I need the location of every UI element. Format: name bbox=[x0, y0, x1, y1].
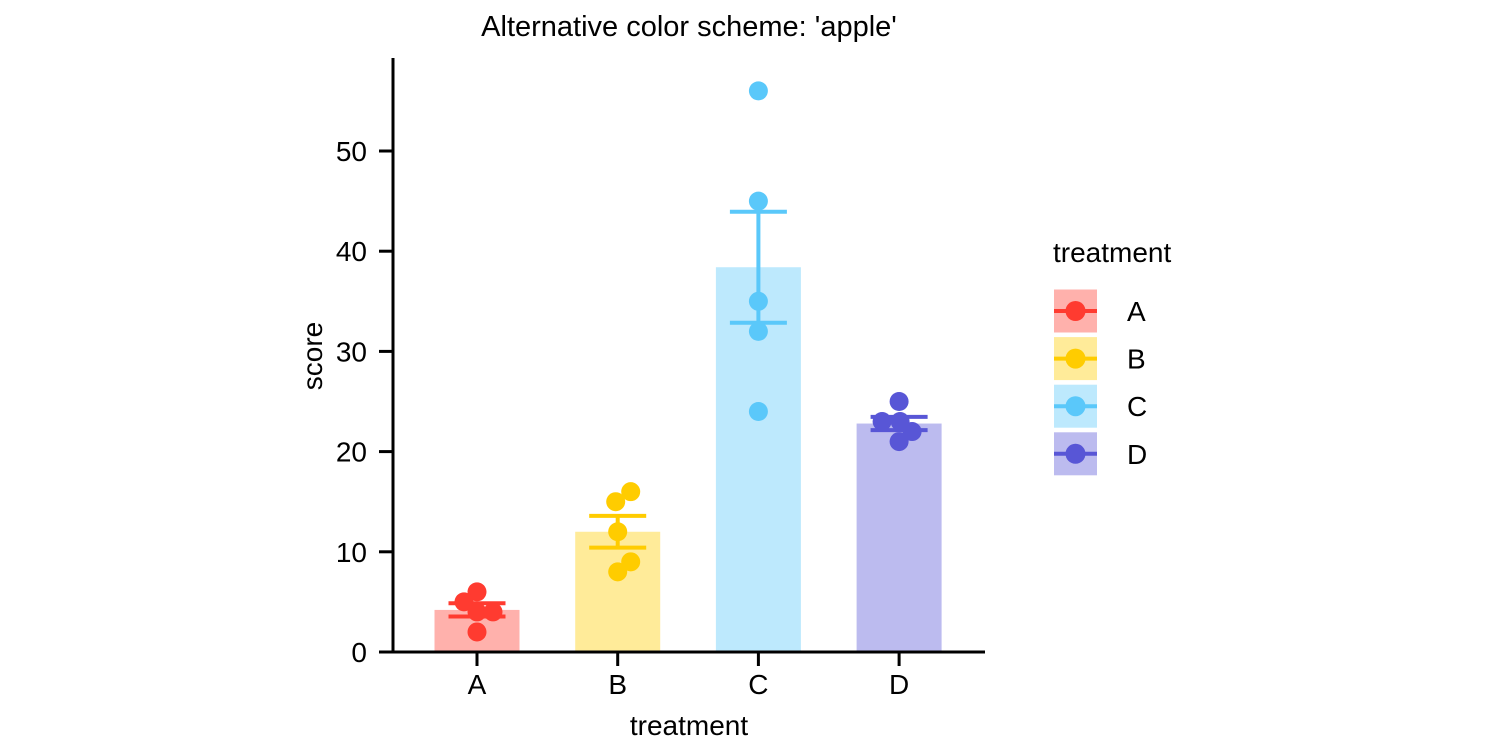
data-point-D bbox=[902, 422, 922, 442]
x-tick-label: A bbox=[468, 669, 487, 700]
legend-key-dot bbox=[1065, 396, 1086, 417]
x-tick-label: C bbox=[748, 669, 768, 700]
data-point-B bbox=[606, 492, 626, 512]
axes-layer: 0 10 20 30 40 50 A B C D bbox=[336, 58, 985, 700]
y-tick-label: 20 bbox=[336, 437, 367, 468]
data-point-D bbox=[889, 392, 909, 411]
legend-label: A bbox=[1127, 296, 1146, 327]
chart-title: Alternative color scheme: 'apple' bbox=[481, 11, 897, 43]
bar-B bbox=[575, 531, 661, 652]
data-point-A bbox=[454, 592, 474, 612]
data-point-A bbox=[467, 602, 487, 622]
data-point-C bbox=[748, 402, 768, 422]
y-tick-label: 0 bbox=[351, 637, 367, 668]
bars-layer bbox=[434, 267, 942, 652]
y-axis-title: score bbox=[297, 322, 328, 390]
y-tick-label: 30 bbox=[336, 336, 367, 367]
data-point-D bbox=[889, 432, 909, 452]
legend-label: C bbox=[1127, 391, 1147, 422]
x-tick-label: D bbox=[889, 669, 909, 700]
data-point-A bbox=[467, 582, 487, 602]
data-point-C bbox=[748, 321, 768, 341]
legend-key-dot bbox=[1065, 301, 1086, 321]
data-point-C bbox=[748, 191, 768, 211]
y-tick-label: 50 bbox=[336, 136, 367, 167]
bar-D bbox=[856, 423, 942, 652]
y-tick-label: 40 bbox=[336, 236, 367, 267]
data-point-D bbox=[872, 412, 892, 432]
x-axis-title: treatment bbox=[630, 710, 748, 741]
legend-entry-D: D bbox=[1054, 432, 1147, 476]
data-point-C bbox=[748, 291, 768, 311]
legend-label: D bbox=[1127, 439, 1147, 470]
legend-entry-B: B bbox=[1054, 337, 1146, 381]
data-point-B bbox=[621, 482, 641, 502]
points-layer bbox=[454, 81, 922, 642]
data-point-B bbox=[608, 522, 628, 542]
legend-label: B bbox=[1127, 344, 1146, 375]
errorbars-layer bbox=[448, 209, 928, 619]
legend-entry-C: C bbox=[1054, 384, 1147, 428]
legend-key-dot bbox=[1065, 348, 1086, 369]
y-tick-label: 10 bbox=[336, 537, 367, 568]
legend-key-dot bbox=[1065, 443, 1086, 464]
data-point-C bbox=[748, 81, 768, 101]
legend-title: treatment bbox=[1053, 237, 1171, 268]
data-point-A bbox=[483, 602, 503, 622]
data-point-B bbox=[608, 562, 628, 582]
data-point-A bbox=[467, 622, 487, 642]
data-point-B bbox=[621, 552, 641, 572]
legend-entry-A: A bbox=[1054, 289, 1146, 333]
x-tick-label: B bbox=[608, 669, 627, 700]
